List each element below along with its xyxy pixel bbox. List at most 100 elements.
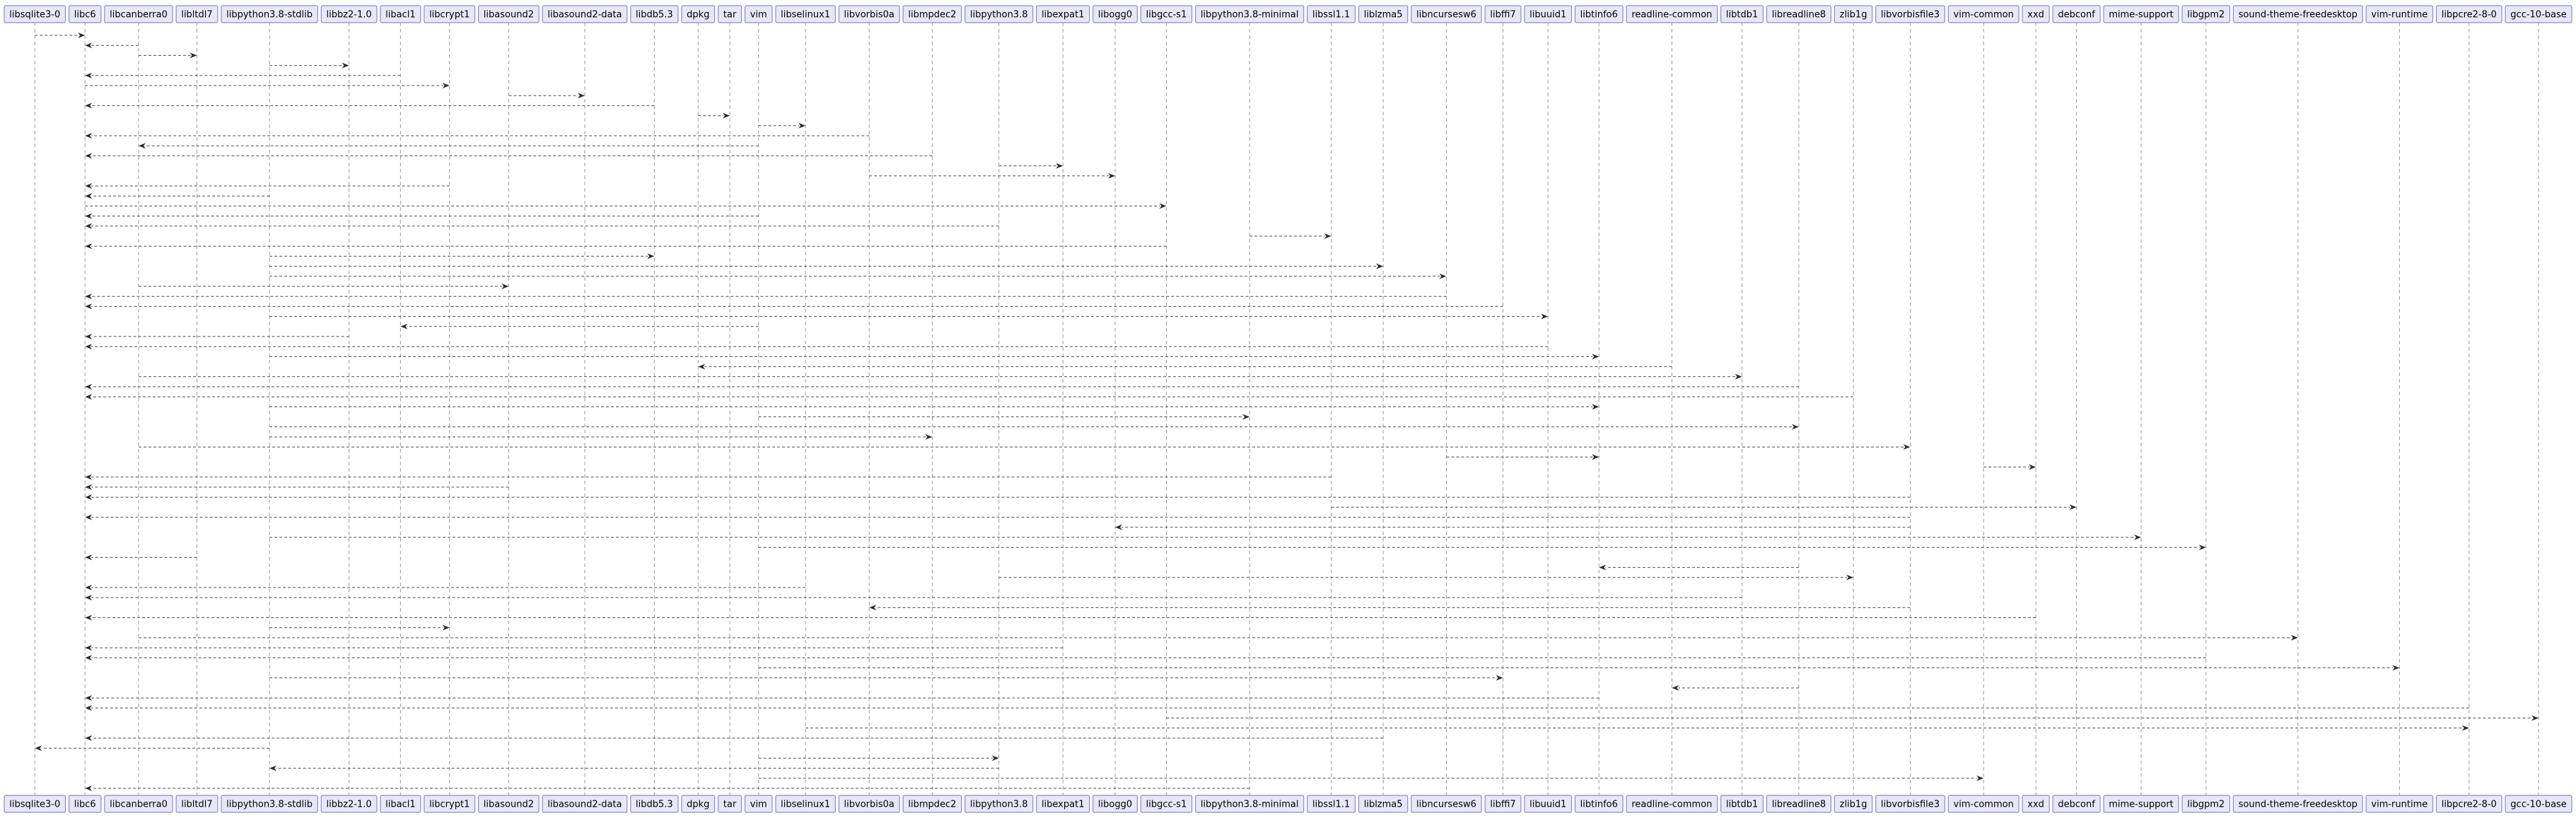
participant-bottom-libselinux1: libselinux1 (775, 795, 836, 813)
message-libacl1-to-libc6 (85, 72, 401, 78)
participant-label: libexpat1 (1042, 10, 1085, 21)
participant-box (1411, 795, 1482, 813)
arrowhead-icon (1672, 685, 1679, 691)
participant-box (1411, 5, 1482, 23)
participant-top-vim: vim (744, 5, 773, 23)
participant-box (2505, 5, 2572, 23)
message-libc6-to-libgcc-s1 (85, 203, 1167, 209)
participant-box (221, 795, 318, 813)
participant-box (2103, 795, 2179, 813)
participant-bottom-libpython3-8: libpython3.8 (964, 795, 1034, 813)
participant-bottom-libexpat1: libexpat1 (1036, 795, 1090, 813)
participant-box (681, 5, 716, 23)
arrowhead-icon (85, 334, 93, 339)
participant-box (1766, 795, 1831, 813)
participant-label: libacl1 (385, 800, 415, 810)
participant-top-libsqlite3-0: libsqlite3-0 (4, 5, 66, 23)
participant-box (320, 795, 378, 813)
arrowhead-icon (647, 253, 655, 259)
participant-top-libogg0: libogg0 (1092, 5, 1138, 23)
message-libgcc-s1-to-libc6 (85, 243, 1167, 250)
participant-label: libpcre2-8-0 (2442, 800, 2497, 810)
message-libdb5-3-to-libc6 (85, 103, 655, 109)
arrowhead-icon (78, 33, 86, 38)
arrowhead-icon (2198, 544, 2206, 551)
message-vim-common-to-xxd (1983, 464, 2036, 470)
participant-top-libltdl7: libltdl7 (175, 5, 218, 23)
participant-box (477, 5, 540, 23)
participant-label: libssl1.1 (1312, 10, 1350, 21)
arrowhead-icon (1791, 423, 1799, 430)
participant-bottom-liblzma5: liblzma5 (1358, 795, 1409, 813)
participant-box (4, 795, 66, 813)
participant-label: libasound2 (484, 800, 534, 810)
participant-label: vim (750, 800, 767, 810)
message-libncursesw6-to-libtinfo6 (1446, 454, 1599, 460)
participant-box (1140, 795, 1193, 813)
participant-bottom-libcrypt1: libcrypt1 (424, 795, 476, 813)
participant-label: libpython3.8-minimal (1201, 800, 1299, 810)
participant-bottom-readline-common: readline-common (1626, 795, 1718, 813)
participant-box (1875, 5, 1945, 23)
arrowhead-icon (2134, 534, 2142, 540)
arrowhead-icon (85, 705, 93, 711)
participant-label: libasound2-data (547, 800, 622, 810)
arrowhead-icon (1108, 173, 1116, 179)
participant-box (1092, 5, 1138, 23)
participant-box (718, 5, 742, 23)
participant-label: libasound2 (484, 10, 534, 21)
arrowhead-icon (1056, 163, 1063, 169)
message-vim-to-vim-runtime (758, 665, 2400, 671)
message-libpython3-8-stdlib-to-libncursesw6 (269, 273, 1447, 279)
arrowhead-icon (85, 103, 93, 109)
message-zlib1g-to-libc6 (85, 394, 1854, 400)
arrowhead-icon (85, 153, 93, 159)
arrowhead-icon (2461, 725, 2469, 731)
arrowhead-icon (1976, 775, 1984, 781)
participant-label: libreadline8 (1772, 10, 1826, 21)
participant-label: libgpm2 (2187, 800, 2225, 810)
participant-top-gcc-10-base: gcc-10-base (2505, 5, 2572, 23)
message-vim-to-libacl1 (400, 323, 759, 329)
participant-box (630, 5, 679, 23)
message-vim-to-libselinux1 (758, 122, 806, 129)
participant-label: libpython3.8-stdlib (226, 10, 313, 21)
participant-bottom-libc6: libc6 (68, 795, 102, 813)
participant-bottom-libacl1: libacl1 (380, 795, 421, 813)
participant-box (964, 5, 1034, 23)
participant-box (380, 5, 421, 23)
participant-bottom-libgpm2: libgpm2 (2181, 795, 2230, 813)
participant-box (1834, 5, 1873, 23)
participant-top-sound-theme-freedesktop: sound-theme-freedesktop (2232, 5, 2363, 23)
participant-box (1524, 795, 1573, 813)
participant-box (1194, 795, 1305, 813)
message-libpython3-8-stdlib-to-libreadline8 (269, 423, 1799, 430)
participant-label: libuuid1 (1529, 10, 1566, 21)
arrowhead-icon (85, 595, 93, 601)
participant-bottom-mime-support: mime-support (2103, 795, 2179, 813)
participant-label: libmpdec2 (908, 800, 956, 810)
message-libpython3-8-minimal-to-libssl1-1 (1249, 233, 1331, 239)
participant-bottom-libffi7: libffi7 (1484, 795, 1522, 813)
participant-box (902, 5, 962, 23)
messages (35, 33, 2539, 791)
arrowhead-icon (85, 735, 93, 741)
participant-box (68, 5, 102, 23)
message-libvorbisfile3-to-libvorbis0a (869, 604, 1911, 611)
message-libpython3-8-to-zlib1g (998, 574, 1854, 580)
participant-box (2435, 795, 2502, 813)
participant-bottom-libasound2: libasound2 (477, 795, 540, 813)
arrowhead-icon (85, 655, 93, 661)
participant-label: vim-common (1954, 10, 2014, 21)
participant-label: libvorbis0a (844, 10, 894, 21)
arrowhead-icon (85, 695, 93, 701)
participant-bottom-libpython3-8-stdlib: libpython3.8-stdlib (221, 795, 318, 813)
participant-label: libselinux1 (781, 800, 830, 810)
participant-box (2365, 5, 2434, 23)
participant-top-zlib1g: zlib1g (1834, 5, 1873, 23)
arrowhead-icon (85, 344, 93, 350)
message-libreadline8-to-libtinfo6 (1599, 564, 1799, 571)
participant-box (4, 5, 66, 23)
participant-top-libuuid1: libuuid1 (1524, 5, 1573, 23)
participant-box (1358, 5, 1409, 23)
